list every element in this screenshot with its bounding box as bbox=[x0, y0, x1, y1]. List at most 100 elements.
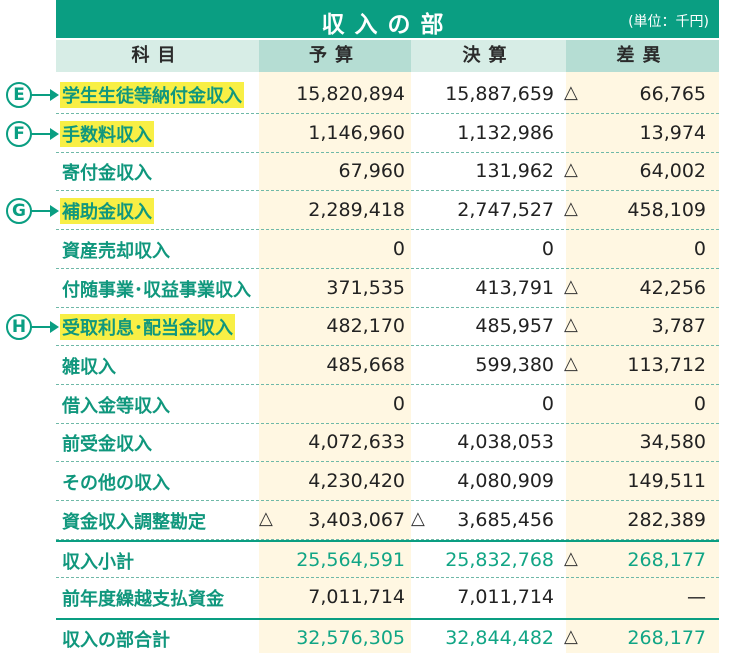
row-label: 寄付金収入 bbox=[62, 163, 152, 185]
row-label: 前受金収入 bbox=[62, 434, 152, 456]
table-row: 学生生徒等納付金収入 15,820,894 15,887,659 66,765 △ bbox=[56, 76, 719, 114]
value-sai: 149,511 bbox=[627, 470, 706, 492]
value-kessan: 4,038,053 bbox=[457, 431, 554, 454]
triangle-mark-icon: △ bbox=[564, 548, 578, 570]
row-label: その他の収入 bbox=[62, 473, 170, 494]
value-yosan: 4,230,420 bbox=[308, 470, 405, 492]
triangle-mark-icon: △ bbox=[564, 625, 578, 647]
value-kessan: 599,380 bbox=[475, 353, 554, 376]
value-kessan: 413,791 bbox=[475, 276, 554, 299]
value-yosan: 0 bbox=[392, 237, 405, 260]
value-sai: 64,002 bbox=[639, 160, 706, 183]
table-title: 収入の部 bbox=[321, 12, 454, 38]
marker-connector bbox=[30, 326, 56, 329]
row-label: 補助金収入 bbox=[60, 198, 154, 225]
value-sai: 42,256 bbox=[639, 276, 706, 299]
table-row: 前受金収入 4,072,633 4,038,053 34,580 bbox=[56, 424, 719, 463]
row-label: 手数料収入 bbox=[60, 120, 154, 147]
value-kessan: 2,747,527 bbox=[457, 199, 554, 222]
column-sai-bg bbox=[566, 72, 719, 653]
row-label: 付随事業･収益事業収入 bbox=[62, 279, 251, 301]
header-kessan: 決算 bbox=[411, 40, 566, 72]
table-row: その他の収入 4,230,420 4,080,909 149,511 bbox=[56, 463, 719, 501]
marker-arrow-icon bbox=[50, 127, 59, 140]
table-row: 借入金等収入 0 0 0 bbox=[56, 386, 719, 424]
value-kessan: 4,080,909 bbox=[457, 470, 554, 492]
table-row: 寄付金収入 67,960 131,962 64,002 △ bbox=[56, 153, 719, 192]
value-sai: — bbox=[687, 586, 706, 609]
table-row: 受取利息･配当金収入 482,170 485,957 3,787 △ bbox=[56, 308, 719, 347]
value-sai: 458,109 bbox=[627, 199, 706, 222]
row-label: 資産売却収入 bbox=[62, 240, 170, 262]
title-bar: 収入の部 (単位：千円) bbox=[56, 0, 719, 38]
header-yosan: 予算 bbox=[259, 40, 411, 72]
value-yosan: 0 bbox=[392, 392, 405, 415]
triangle-mark-icon: △ bbox=[564, 82, 578, 103]
value-kessan: 7,011,714 bbox=[457, 586, 554, 609]
value-yosan: 2,289,418 bbox=[308, 199, 405, 222]
marker-connector bbox=[30, 94, 56, 96]
value-sai: 34,580 bbox=[639, 431, 706, 454]
value-kessan: 0 bbox=[541, 392, 554, 415]
value-yosan: 4,072,633 bbox=[308, 431, 405, 454]
value-sai: 268,177 bbox=[627, 626, 706, 649]
marker-connector bbox=[30, 210, 56, 213]
value-kessan: 15,887,659 bbox=[445, 83, 554, 105]
row-label: 資金収入調整勘定 bbox=[62, 511, 206, 533]
subtotal-row: 収入小計 25,564,591 25,832,768 268,177 △ bbox=[56, 540, 719, 579]
triangle-mark-icon: △ bbox=[564, 275, 578, 297]
value-sai: 268,177 bbox=[627, 549, 706, 572]
triangle-mark-icon: △ bbox=[259, 507, 273, 529]
value-kessan: 131,962 bbox=[475, 160, 554, 183]
column-yosan-bg bbox=[259, 72, 411, 653]
value-kessan: 25,832,768 bbox=[445, 549, 554, 572]
table-row: 手数料収入 1,146,960 1,132,986 13,974 bbox=[56, 115, 719, 153]
carryover-row: 前年度繰越支払資金 7,011,714 7,011,714 — bbox=[56, 579, 719, 617]
row-label: 借入金等収入 bbox=[62, 395, 170, 417]
triangle-mark-icon: △ bbox=[564, 159, 578, 181]
value-sai: 113,712 bbox=[627, 353, 706, 376]
value-kessan: 485,957 bbox=[475, 315, 554, 338]
table-row: 資産売却収入 0 0 0 bbox=[56, 231, 719, 269]
row-label: 収入の部合計 bbox=[62, 629, 170, 651]
row-label: 前年度繰越支払資金 bbox=[62, 589, 224, 611]
row-label: 学生生徒等納付金収入 bbox=[60, 82, 244, 108]
value-yosan: 485,668 bbox=[326, 353, 405, 376]
table-row: 補助金収入 2,289,418 2,747,527 458,109 △ bbox=[56, 192, 719, 231]
marker-e-icon: E bbox=[6, 82, 32, 108]
value-sai: 66,765 bbox=[639, 83, 706, 105]
unit-label: (単位：千円) bbox=[628, 14, 709, 30]
marker-arrow-icon bbox=[50, 321, 59, 334]
marker-arrow-icon bbox=[50, 89, 59, 101]
table-row: 付随事業･収益事業収入 371,535 413,791 42,256 △ bbox=[56, 270, 719, 308]
marker-g-icon: G bbox=[6, 198, 32, 225]
value-yosan: 32,576,305 bbox=[296, 626, 405, 649]
value-yosan: 67,960 bbox=[338, 160, 405, 183]
value-kessan: 1,132,986 bbox=[457, 121, 554, 144]
row-label: 雑収入 bbox=[62, 356, 116, 378]
value-sai: 13,974 bbox=[639, 121, 706, 144]
column-kessan-bg bbox=[411, 72, 566, 653]
value-kessan: 3,685,456 bbox=[457, 508, 554, 531]
marker-arrow-icon bbox=[50, 205, 59, 218]
value-sai: 0 bbox=[693, 237, 706, 260]
value-yosan: 3,403,067 bbox=[308, 508, 405, 531]
total-row: 収入の部合計 32,576,305 32,844,482 268,177 △ bbox=[56, 617, 719, 658]
value-kessan: 0 bbox=[541, 237, 554, 260]
triangle-mark-icon: △ bbox=[411, 507, 425, 529]
value-yosan: 371,535 bbox=[326, 276, 405, 299]
marker-connector bbox=[30, 132, 56, 135]
value-yosan: 25,564,591 bbox=[296, 549, 405, 572]
table-row: 雑収入 485,668 599,380 113,712 △ bbox=[56, 347, 719, 385]
marker-f-icon: F bbox=[6, 120, 32, 147]
value-yosan: 1,146,960 bbox=[308, 121, 405, 144]
header-sai: 差異 bbox=[566, 40, 719, 72]
value-kessan: 32,844,482 bbox=[445, 626, 554, 649]
triangle-mark-icon: △ bbox=[564, 314, 578, 336]
value-yosan: 7,011,714 bbox=[308, 586, 405, 609]
value-yosan: 482,170 bbox=[326, 315, 405, 338]
row-label: 受取利息･配当金収入 bbox=[60, 314, 235, 341]
value-yosan: 15,820,894 bbox=[296, 83, 405, 105]
value-sai: 0 bbox=[693, 392, 706, 415]
